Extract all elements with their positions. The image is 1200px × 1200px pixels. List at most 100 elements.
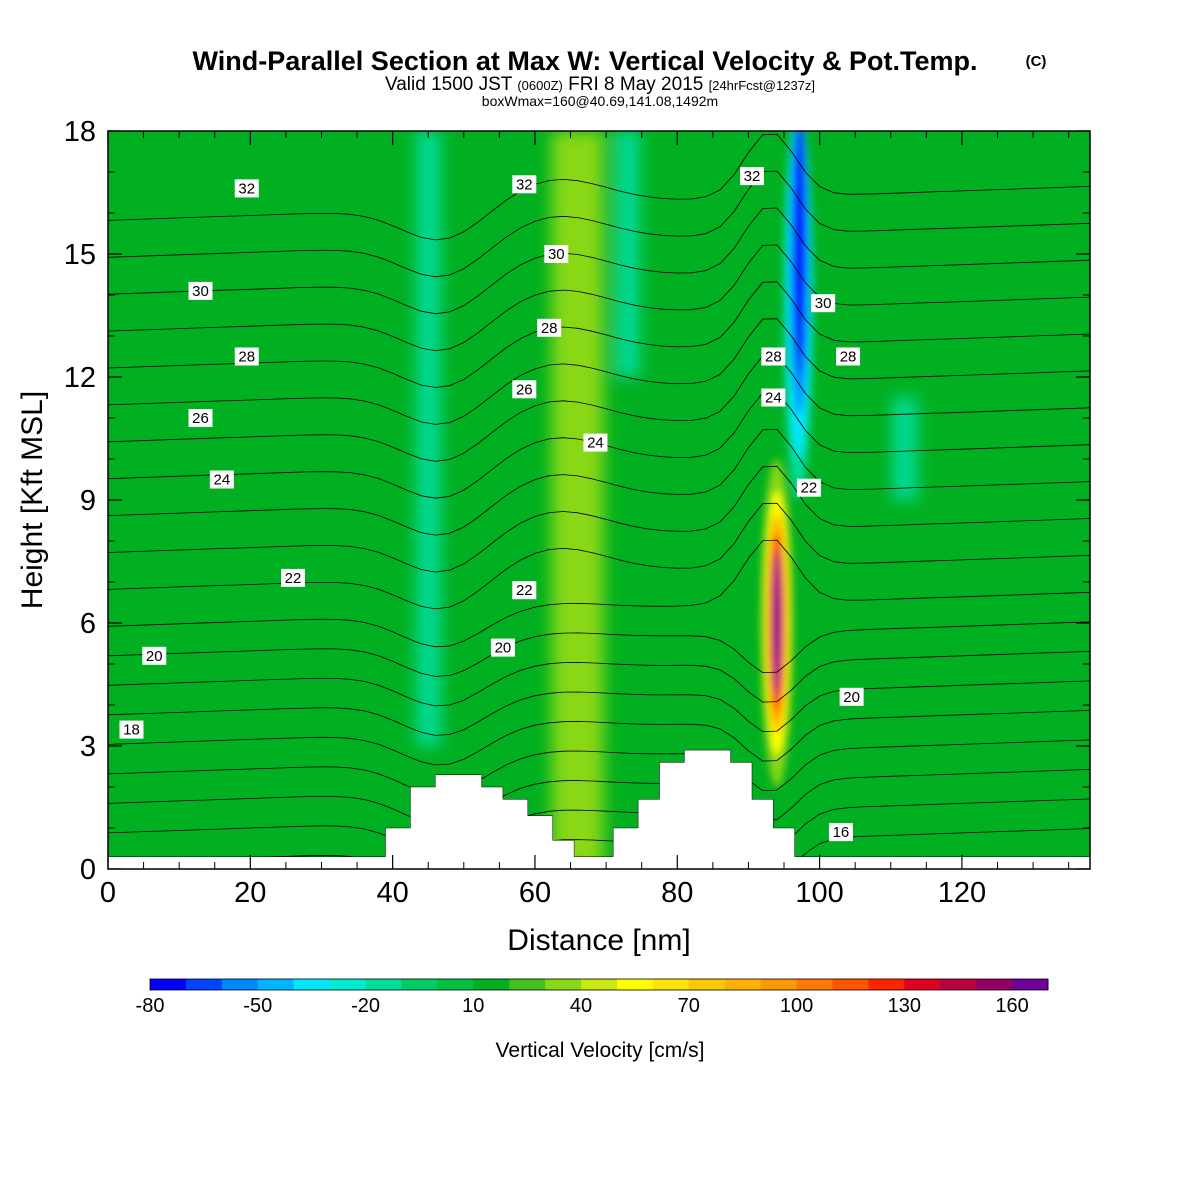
contour-label: 22 <box>512 581 537 600</box>
subtitle-utc: (0600Z) <box>517 78 563 93</box>
y-tick-label: 12 <box>64 362 96 394</box>
colorbar-swatch <box>940 979 977 990</box>
copyright-mark: (C) <box>1026 53 1047 70</box>
colorbar: -80 -50 -20 10 40 70 100 130 160 <box>136 978 1049 1017</box>
contour-label: 32 <box>739 167 764 186</box>
contour-label-box <box>188 409 213 427</box>
theta-contour <box>108 355 1090 462</box>
contour-label-text: 24 <box>214 472 231 489</box>
theta-contour <box>108 244 1090 352</box>
contour-label-text: 28 <box>765 349 782 366</box>
colorbar-tick-label: 130 <box>888 995 921 1017</box>
colorbar-swatch <box>652 979 690 990</box>
contour-label-box <box>512 175 537 194</box>
contour-label-box <box>142 646 167 665</box>
contour-label: 28 <box>761 347 786 366</box>
contour-labels: 32 30 28 26 24 22 20 18 32 30 28 26 24 22 20 32 30 28 28 24… <box>119 167 864 842</box>
colorbar-swatch <box>868 979 905 990</box>
contour-label-box <box>828 823 853 842</box>
contour-label-text: 18 <box>123 722 140 739</box>
theta-contour <box>108 318 1090 425</box>
contour-label: 18 <box>119 720 144 739</box>
contour-label: 26 <box>188 409 213 427</box>
contour-label: 30 <box>544 245 569 263</box>
colorbar-tick-label: -80 <box>136 995 165 1017</box>
colorbar-swatch <box>150 979 187 990</box>
colorbar-swatch <box>293 979 331 990</box>
chart-title: Wind-Parallel Section at Max W: Vertical… <box>193 46 978 76</box>
contour-label-box <box>512 380 537 399</box>
y-tick-label: 18 <box>64 116 96 148</box>
x-tick-label: 20 <box>234 877 266 909</box>
contour-label-text: 26 <box>192 410 209 427</box>
contour-label-text: 20 <box>495 640 512 657</box>
contour-label-box <box>583 433 608 452</box>
theta-contour <box>108 798 1090 854</box>
contour-label: 28 <box>836 347 861 366</box>
contour-label-box <box>739 167 764 186</box>
x-tick-label: 100 <box>795 877 843 909</box>
subtitle-fcst: [24hrFcst@1237z] <box>709 78 815 93</box>
x-tick-label: 0 <box>100 877 116 909</box>
contour-label: 16 <box>828 823 853 842</box>
contour-label-box <box>234 179 259 198</box>
contour-label-text: 32 <box>516 176 533 193</box>
colorbar-swatch <box>581 979 618 990</box>
colorbar-swatch <box>473 979 510 990</box>
y-tick-label: 0 <box>80 854 96 886</box>
theta-contour <box>108 281 1090 388</box>
contour-label-text: 22 <box>516 582 533 599</box>
contour-label-box <box>836 347 861 366</box>
colorbar-swatch <box>401 979 438 990</box>
colorbar-swatch <box>509 979 546 990</box>
y-tick-label: 9 <box>80 485 96 517</box>
field-band <box>416 131 441 746</box>
contour-label: 24 <box>209 470 234 489</box>
theta-contour <box>108 133 1090 241</box>
theta-contour <box>108 170 1090 278</box>
contour-label-text: 16 <box>833 824 850 841</box>
contour-label: 20 <box>490 638 515 657</box>
contour-label-text: 28 <box>840 349 857 366</box>
x-axis-label: Distance [nm] <box>507 924 690 957</box>
contour-label-box <box>209 470 234 489</box>
y-tick-label: 15 <box>64 239 96 271</box>
contour-label-box <box>490 638 515 657</box>
subtitle-valid: Valid 1500 JST <box>385 74 513 95</box>
contour-label: 24 <box>761 388 786 407</box>
contour-label: 32 <box>234 179 259 198</box>
contour-label: 28 <box>234 347 259 366</box>
colorbar-swatch <box>329 979 367 990</box>
x-tick-label: 40 <box>377 877 409 909</box>
contour-label: 20 <box>839 687 864 706</box>
theta-contour <box>108 539 1090 648</box>
colorbar-tick-label: 160 <box>995 995 1028 1017</box>
contour-label-text: 24 <box>587 435 604 452</box>
contour-label: 30 <box>811 294 836 313</box>
contour-label-box <box>188 281 213 300</box>
field-core <box>760 131 814 787</box>
colorbar-swatch <box>185 979 223 990</box>
contour-label: 26 <box>512 380 537 399</box>
contour-label-box <box>796 478 821 497</box>
x-tick-label: 60 <box>519 877 551 909</box>
contour-label-text: 30 <box>192 283 209 300</box>
contour-label: 32 <box>512 175 537 194</box>
theta-contour <box>108 207 1090 315</box>
colorbar-label: Vertical Velocity [cm/s] <box>496 1039 705 1062</box>
theta-contour <box>108 428 1090 536</box>
colorbar-swatch <box>1012 979 1049 990</box>
contour-label-box <box>544 245 569 263</box>
contour-label-box <box>839 687 864 706</box>
contour-label-text: 28 <box>541 320 558 337</box>
contour-label: 30 <box>188 281 213 300</box>
y-axis-label: Height [Kft MSL] <box>16 391 49 609</box>
theta-contour <box>108 465 1090 573</box>
downdraft-core <box>793 131 806 375</box>
x-axis: 0 20 40 60 80 100 120 <box>100 131 1070 909</box>
colorbar-tick-label: -50 <box>243 995 272 1017</box>
theta-contour <box>108 651 1090 707</box>
contour-label-box <box>537 318 562 337</box>
field-band <box>551 131 604 869</box>
